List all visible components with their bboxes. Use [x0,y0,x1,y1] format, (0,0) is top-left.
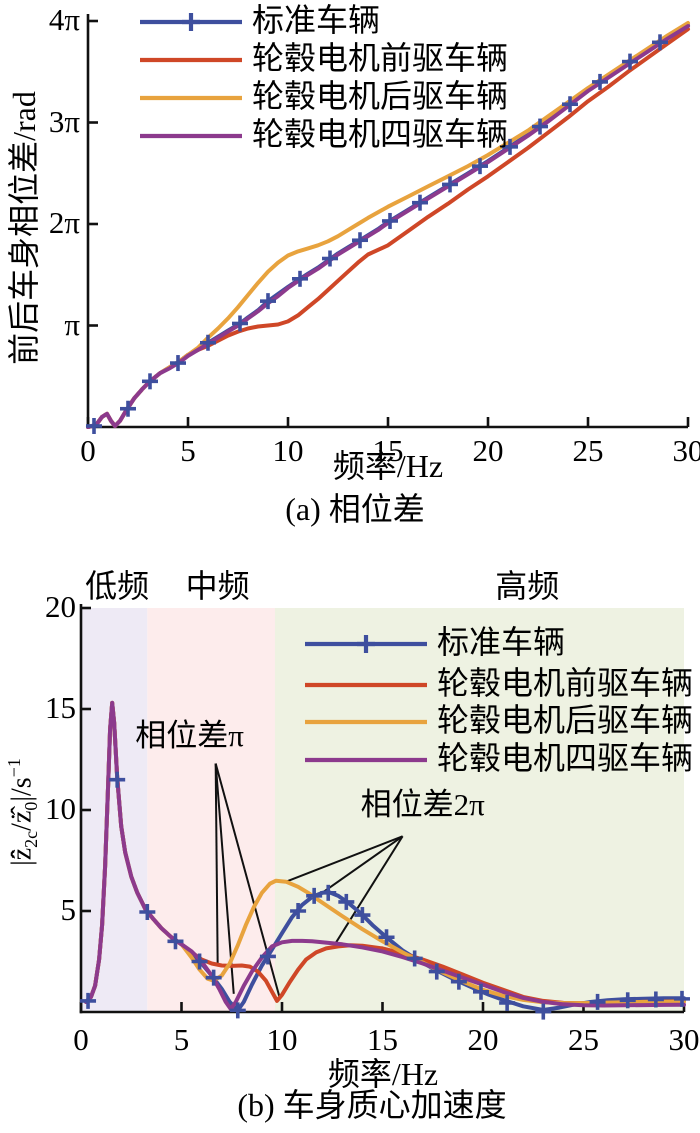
x-tick-label: 10 [272,433,304,468]
region-band-0 [81,608,148,1012]
y-tick-label: π [64,306,80,342]
y-tick-label: 10 [45,791,76,826]
y-tick-label: 4π [48,2,80,37]
y-tick-label: 20 [45,589,76,624]
legend-label-awd: 轮毂电机四驱车辆 [437,740,694,776]
region-label-0: 低频 [85,568,150,604]
x-tick-label: 25 [572,433,604,468]
y-tick-label: 5 [60,892,77,927]
y-tick-label: 2π [48,205,80,240]
acceleration-chart-canvas [79,604,690,1020]
legend-label-front: 轮毂电机前驱车辆 [437,665,694,701]
x-tick-label: 30 [672,433,700,468]
x-tick-label: 0 [73,1022,89,1057]
series-curve-awd [86,24,690,429]
legend-label-standard: 标准车辆 [252,2,381,38]
legend-label-front: 轮毂电机前驱车辆 [252,40,509,76]
region-label-2: 高频 [495,568,560,604]
annotation-label-1: 相位差2π [360,786,485,822]
annotation-pointer-line [321,835,404,894]
x-tick-label: 10 [266,1022,298,1057]
x-tick-label: 25 [568,1022,599,1057]
ylabel-part: |z̈̂ [6,847,38,866]
phase-caption: (a) 相位差 [285,491,425,527]
phase-x-axis-label: 频率/Hz [332,448,444,484]
legend-label-awd: 轮毂电机四驱车辆 [252,116,509,152]
x-tick-label: 20 [467,1022,499,1057]
ylabel-subscript: 2c [20,830,41,848]
legend-label-rear: 轮毂电机后驱车辆 [252,78,509,114]
acceleration-x-axis-label: 频率/Hz [327,1056,439,1092]
region-label-1: 中频 [185,568,250,604]
x-tick-label: 15 [372,433,404,468]
y-tick-label: 15 [45,690,76,725]
acceleration-caption: (b) 车身质心加速度 [237,1087,507,1123]
annotation-pointer-line [214,763,219,967]
y-tick-label: 3π [48,103,80,139]
series-curve-awd [84,700,686,1011]
x-tick-label: 5 [173,1022,190,1057]
legend-label-rear: 轮毂电机后驱车辆 [437,702,694,738]
x-tick-label: 5 [180,433,196,468]
annotation-pointer-line [285,835,403,883]
annotation-pointer-line [333,835,404,946]
region-band-1 [147,608,275,1012]
ylabel-superscript: −1 [4,758,24,778]
x-tick-label: 15 [367,1022,398,1057]
annotation-label-0: 相位差π [135,718,244,754]
x-tick-label: 0 [80,433,96,468]
phase-chart-canvas [86,13,690,434]
legend-label-standard: 标准车辆 [437,624,566,660]
x-tick-label: 30 [668,1022,700,1057]
x-tick-label: 20 [472,433,504,468]
annotation-pointer-line [214,763,235,994]
